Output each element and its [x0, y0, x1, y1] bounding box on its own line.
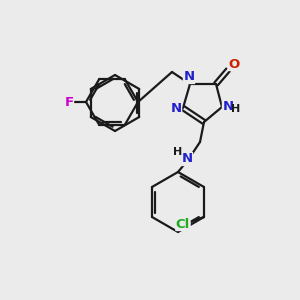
- Text: N: N: [170, 101, 182, 115]
- Text: F: F: [64, 95, 74, 109]
- Text: H: H: [231, 104, 241, 114]
- Text: N: N: [222, 100, 234, 113]
- Text: H: H: [173, 147, 183, 157]
- Text: N: N: [182, 152, 193, 166]
- Text: O: O: [228, 58, 240, 70]
- Text: Cl: Cl: [176, 218, 190, 230]
- Text: N: N: [183, 70, 195, 83]
